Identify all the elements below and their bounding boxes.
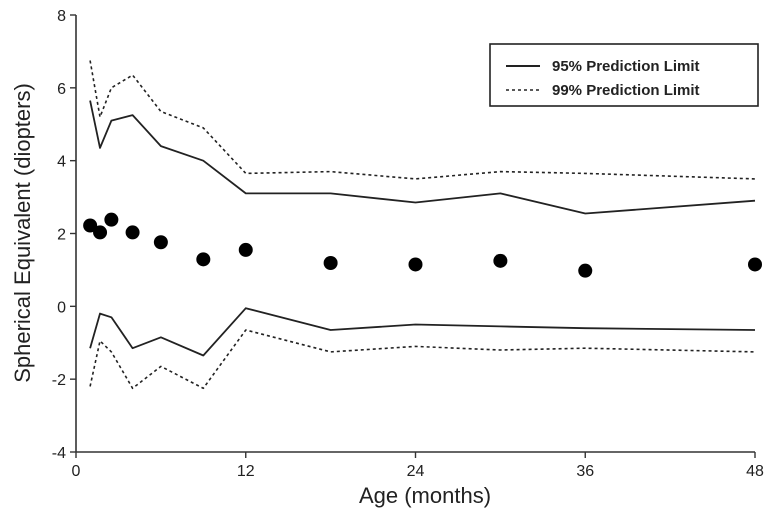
data-point — [323, 255, 338, 270]
prediction-lines-layer — [89, 60, 756, 390]
data-points-layer — [83, 212, 762, 278]
x-tick-label: 48 — [746, 463, 764, 480]
legend: 95% Prediction Limit 99% Prediction Limi… — [489, 43, 759, 107]
data-point — [238, 242, 253, 257]
y-tick-label: 8 — [57, 8, 66, 25]
pl99-lower-line — [89, 329, 756, 390]
data-point — [196, 252, 211, 267]
legend-label-99: 99% Prediction Limit — [552, 82, 700, 99]
y-tick-label: 6 — [57, 81, 66, 98]
x-axis-title: Age (months) — [359, 483, 491, 508]
y-tick-label: 0 — [57, 299, 66, 316]
data-point — [125, 225, 140, 240]
y-tick-label: -2 — [52, 372, 66, 389]
x-tick-label: 24 — [407, 463, 425, 480]
y-tick-label: 2 — [57, 227, 66, 244]
pl95-upper-line — [89, 100, 756, 215]
legend-label-95: 95% Prediction Limit — [552, 58, 700, 75]
y-axis-title: Spherical Equivalent (diopters) — [10, 83, 35, 383]
data-point — [748, 257, 762, 272]
pl95-lower-line — [89, 307, 756, 357]
x-tick-label: 0 — [72, 463, 81, 480]
data-point — [153, 235, 168, 250]
y-tick-label: 4 — [57, 154, 66, 171]
data-point — [93, 225, 108, 240]
pl99-upper-line — [89, 60, 756, 180]
data-point — [493, 253, 508, 268]
legend-box — [489, 43, 759, 107]
data-point — [408, 257, 423, 272]
y-tick-label: -4 — [52, 445, 66, 462]
data-point — [83, 218, 98, 233]
x-tick-label: 12 — [237, 463, 255, 480]
x-tick-label: 36 — [576, 463, 594, 480]
data-point — [104, 212, 119, 227]
data-point — [578, 263, 593, 278]
